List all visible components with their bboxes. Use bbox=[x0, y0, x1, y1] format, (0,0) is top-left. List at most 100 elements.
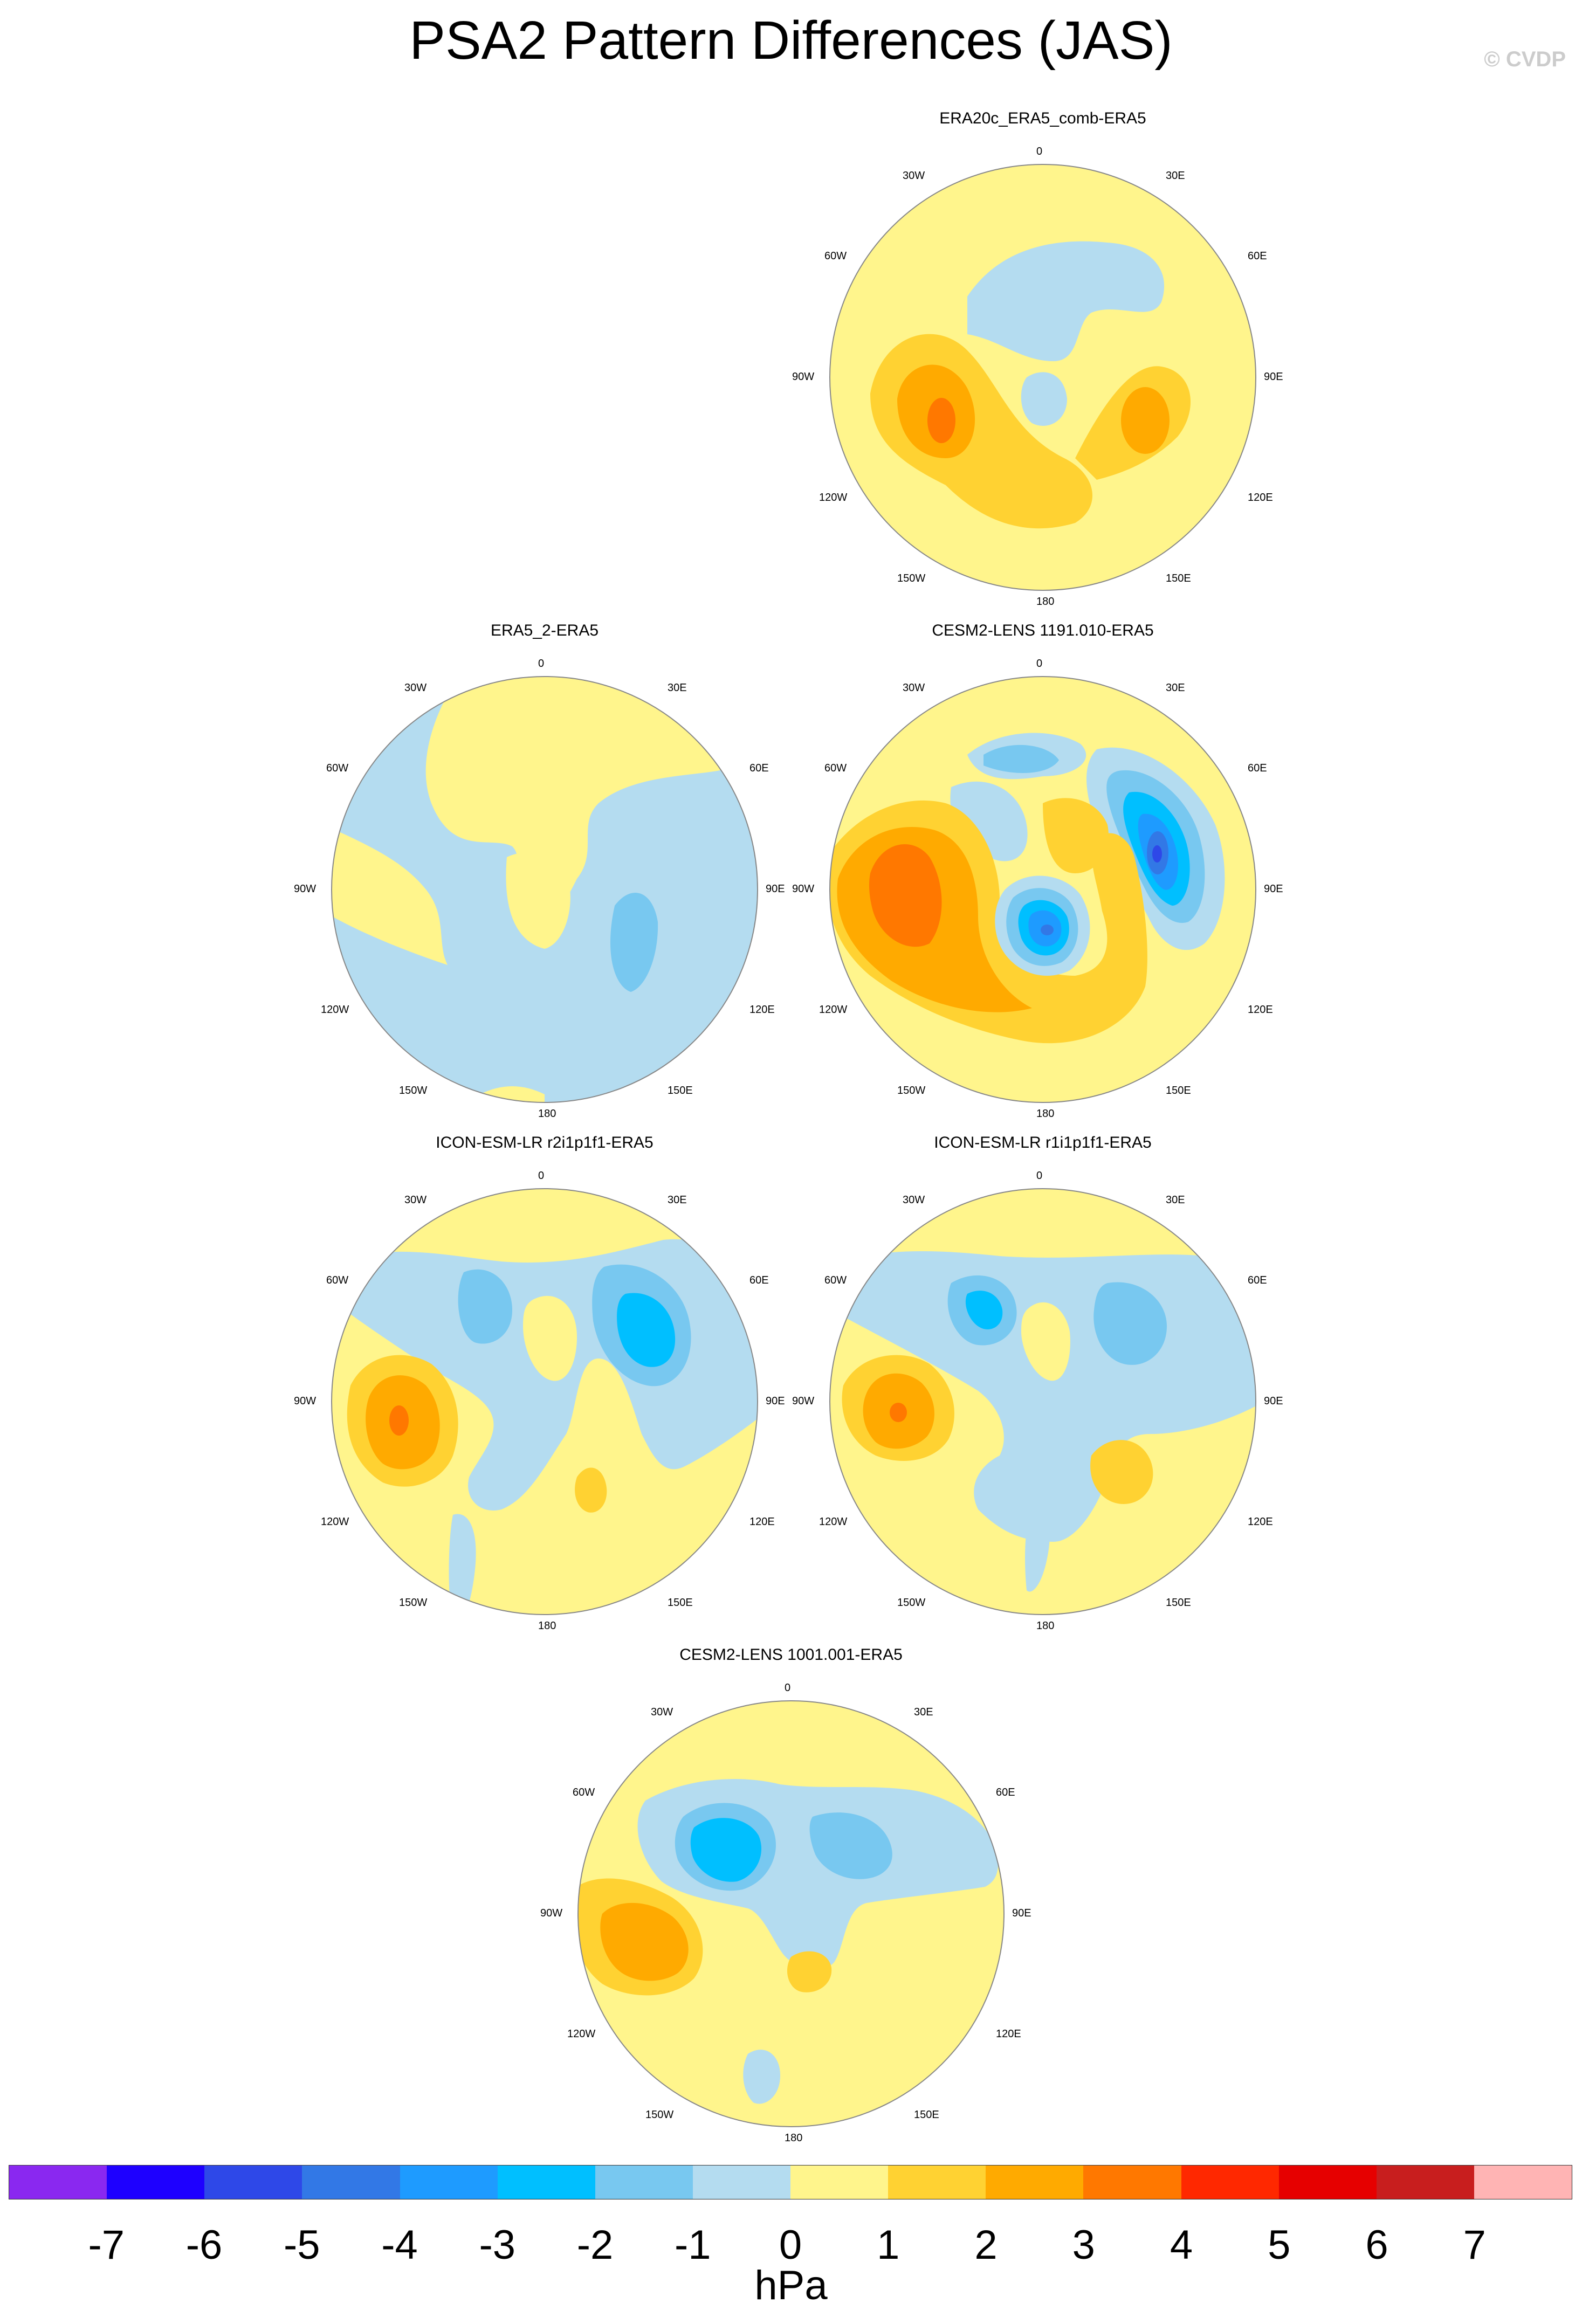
lon-label: 90W bbox=[792, 883, 815, 895]
lon-label: 180 bbox=[1036, 1620, 1055, 1632]
lon-label: 120E bbox=[996, 2028, 1021, 2040]
lon-label: 60W bbox=[824, 250, 847, 262]
polar-map bbox=[829, 164, 1256, 591]
panel-title: ERA20c_ERA5_comb-ERA5 bbox=[939, 109, 1146, 127]
lon-label: 180 bbox=[1036, 1108, 1055, 1120]
lon-label: 150E bbox=[668, 1597, 693, 1609]
map-panel-cesm2-1001: CESM2-LENS 1001.001-ERA5 0 180 90W 90E 3… bbox=[521, 1644, 1061, 2183]
lon-label: 30W bbox=[651, 1706, 673, 1718]
colorbar-units: hPa bbox=[754, 2263, 828, 2308]
lon-label: 30E bbox=[1166, 1194, 1185, 1206]
lon-label: 90E bbox=[1264, 883, 1283, 895]
lon-label: 60E bbox=[1248, 250, 1267, 262]
colorbar-box bbox=[204, 2166, 302, 2199]
panel-title: ERA5_2-ERA5 bbox=[490, 622, 599, 639]
colorbar-tick-label: 0 bbox=[779, 2222, 802, 2268]
colorbar-box bbox=[400, 2166, 498, 2199]
colorbar-tick-label: 1 bbox=[877, 2222, 900, 2268]
colorbar-box bbox=[888, 2166, 986, 2199]
colorbar bbox=[9, 2165, 1572, 2199]
lon-label: 30E bbox=[914, 1706, 933, 1718]
lon-label: 60W bbox=[824, 1274, 847, 1286]
lon-label: 30W bbox=[903, 1194, 925, 1206]
lon-label: 90W bbox=[294, 883, 317, 895]
lon-label: 90W bbox=[792, 371, 815, 383]
lon-label: 150W bbox=[897, 1085, 926, 1097]
lon-label: 60W bbox=[573, 1787, 595, 1798]
lon-label: 0 bbox=[1036, 658, 1043, 670]
lon-label: 30W bbox=[903, 170, 925, 182]
polar-map bbox=[829, 1188, 1256, 1615]
colorbar-tick-label: 2 bbox=[974, 2222, 998, 2268]
colorbar-box bbox=[692, 2166, 790, 2199]
panel-title: CESM2-LENS 1001.001-ERA5 bbox=[679, 1646, 903, 1664]
lon-label: 90E bbox=[1264, 371, 1283, 383]
lon-label: 150W bbox=[399, 1597, 428, 1609]
lon-label: 0 bbox=[1036, 146, 1043, 157]
lon-label: 120E bbox=[749, 1516, 775, 1528]
lon-label: 180 bbox=[538, 1620, 556, 1632]
lon-label: 90E bbox=[766, 1395, 785, 1407]
lon-label: 120W bbox=[819, 492, 848, 504]
lon-label: 120E bbox=[1248, 1004, 1273, 1016]
lon-label: 120W bbox=[819, 1004, 848, 1016]
lon-label: 90W bbox=[792, 1395, 815, 1407]
lon-label: 60W bbox=[824, 762, 847, 774]
colorbar-tick-label: 5 bbox=[1268, 2222, 1291, 2268]
figure-title: PSA2 Pattern Differences (JAS) bbox=[409, 10, 1173, 71]
colorbar-box bbox=[107, 2166, 205, 2199]
lon-label: 90W bbox=[294, 1395, 317, 1407]
polar-map bbox=[577, 1700, 1005, 2127]
lon-label: 30E bbox=[668, 682, 687, 694]
map-panel-era20c: ERA20c_ERA5_comb-ERA5 0 180 90W 90E 30W … bbox=[773, 108, 1312, 647]
colorbar-tick-label: 6 bbox=[1365, 2222, 1388, 2268]
lon-label: 0 bbox=[785, 1682, 791, 1694]
lon-label: 150E bbox=[1166, 1597, 1191, 1609]
lon-label: 60E bbox=[749, 1274, 769, 1286]
lon-label: 120E bbox=[1248, 1516, 1273, 1528]
colorbar-box bbox=[1181, 2166, 1279, 2199]
map-panel-era5-2: ERA5_2-ERA5 0 180 90W 90E 30W 30E 60W 60… bbox=[275, 620, 814, 1159]
colorbar-box bbox=[1083, 2166, 1181, 2199]
lon-label: 0 bbox=[538, 658, 545, 670]
lon-label: 150W bbox=[897, 1597, 926, 1609]
colorbar-box bbox=[595, 2166, 693, 2199]
lon-label: 30W bbox=[404, 682, 427, 694]
colorbar-tick-label: 3 bbox=[1072, 2222, 1095, 2268]
lon-label: 60W bbox=[326, 1274, 349, 1286]
lon-label: 60W bbox=[326, 762, 349, 774]
lon-label: 60E bbox=[1248, 762, 1267, 774]
lon-label: 0 bbox=[1036, 1170, 1043, 1182]
panel-title: CESM2-LENS 1191.010-ERA5 bbox=[932, 622, 1154, 639]
colorbar-tick-label: -3 bbox=[479, 2222, 516, 2268]
map-panel-icon-r1i1p1f1: ICON-ESM-LR r1i1p1f1-ERA5 0 180 90W 90E … bbox=[773, 1132, 1312, 1671]
lon-label: 150E bbox=[914, 2109, 939, 2121]
colorbar-ticks: -7 -6 -5 -4 -3 -2 -1 0 1 2 3 4 5 6 7 bbox=[0, 2221, 1582, 2270]
polar-map bbox=[331, 676, 758, 1103]
panel-title: ICON-ESM-LR r2i1p1f1-ERA5 bbox=[436, 1134, 654, 1151]
lon-label: 120E bbox=[1248, 492, 1273, 504]
colorbar-tick-label: 4 bbox=[1170, 2222, 1193, 2268]
lon-label: 120W bbox=[567, 2028, 596, 2040]
colorbar-box bbox=[1474, 2166, 1572, 2199]
colorbar-tick-label: -7 bbox=[88, 2222, 125, 2268]
lon-label: 30W bbox=[404, 1194, 427, 1206]
lon-label: 120W bbox=[321, 1516, 349, 1528]
colorbar-box bbox=[790, 2166, 889, 2199]
lon-label: 30E bbox=[1166, 170, 1185, 182]
cvdp-credit: © CVDP bbox=[1484, 47, 1566, 71]
lon-label: 180 bbox=[538, 1108, 556, 1120]
polar-map bbox=[829, 676, 1256, 1103]
lon-label: 90E bbox=[1012, 1907, 1031, 1919]
lon-label: 30E bbox=[668, 1194, 687, 1206]
lon-label: 0 bbox=[538, 1170, 545, 1182]
lon-label: 150E bbox=[1166, 573, 1191, 584]
colorbar-box bbox=[9, 2166, 107, 2199]
colorbar-tick-label: -2 bbox=[576, 2222, 614, 2268]
lon-label: 150E bbox=[668, 1085, 693, 1097]
colorbar-tick-label: -6 bbox=[185, 2222, 223, 2268]
colorbar-tick-label: -5 bbox=[283, 2222, 320, 2268]
lon-label: 30W bbox=[903, 682, 925, 694]
lon-label: 60E bbox=[1248, 1274, 1267, 1286]
colorbar-tick-label: -4 bbox=[381, 2222, 418, 2268]
